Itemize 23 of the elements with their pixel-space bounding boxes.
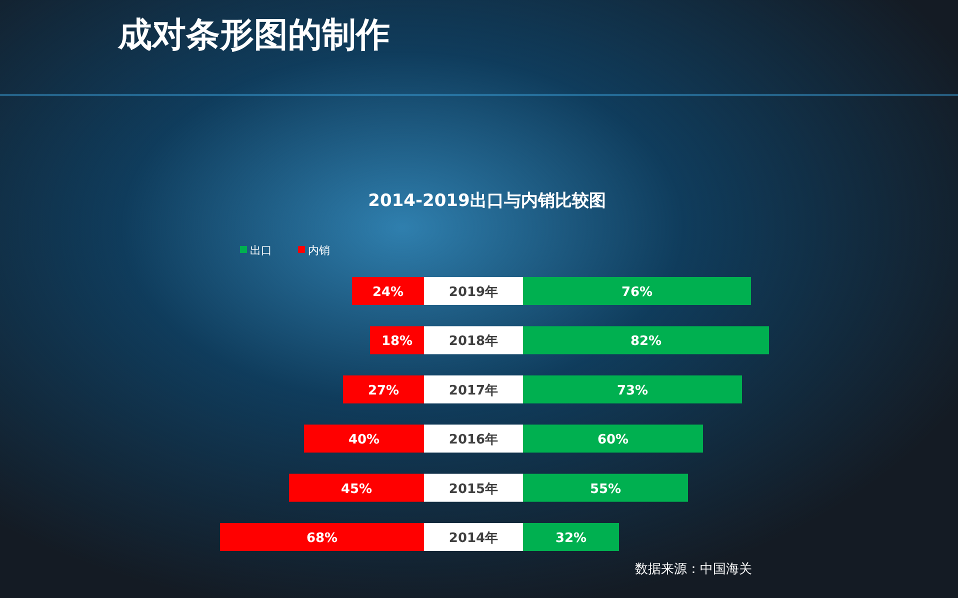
y-tick-label: 2019年 — [448, 285, 498, 300]
y-tick-label: 2018年 — [448, 334, 498, 350]
data-label: 82% — [630, 334, 662, 350]
source-note: 数据来源：中国海关 — [635, 562, 752, 577]
data-label: 76% — [621, 285, 653, 300]
y-tick-label: 2014年 — [448, 531, 498, 546]
y-tick-label: 2016年 — [448, 432, 498, 448]
y-tick-label: 2017年 — [448, 383, 498, 398]
chart-title: 成对条形图的制作 — [117, 15, 390, 55]
data-label: 68% — [306, 531, 338, 546]
data-label: 32% — [555, 531, 587, 546]
data-label: 60% — [597, 432, 629, 448]
text: 2014-2019出口与内销比较图 — [368, 191, 606, 211]
data-label: 45% — [340, 482, 372, 497]
y-tick-label: 2015年 — [448, 482, 498, 497]
legend-label: 出口 — [250, 244, 272, 257]
data-label: 18% — [381, 334, 413, 350]
data-label: 24% — [372, 285, 404, 300]
data-label: 40% — [348, 432, 380, 448]
legend-label: 内销 — [308, 244, 330, 257]
data-label: 55% — [590, 482, 622, 497]
data-label: 27% — [368, 383, 400, 398]
data-label: 73% — [616, 383, 648, 398]
